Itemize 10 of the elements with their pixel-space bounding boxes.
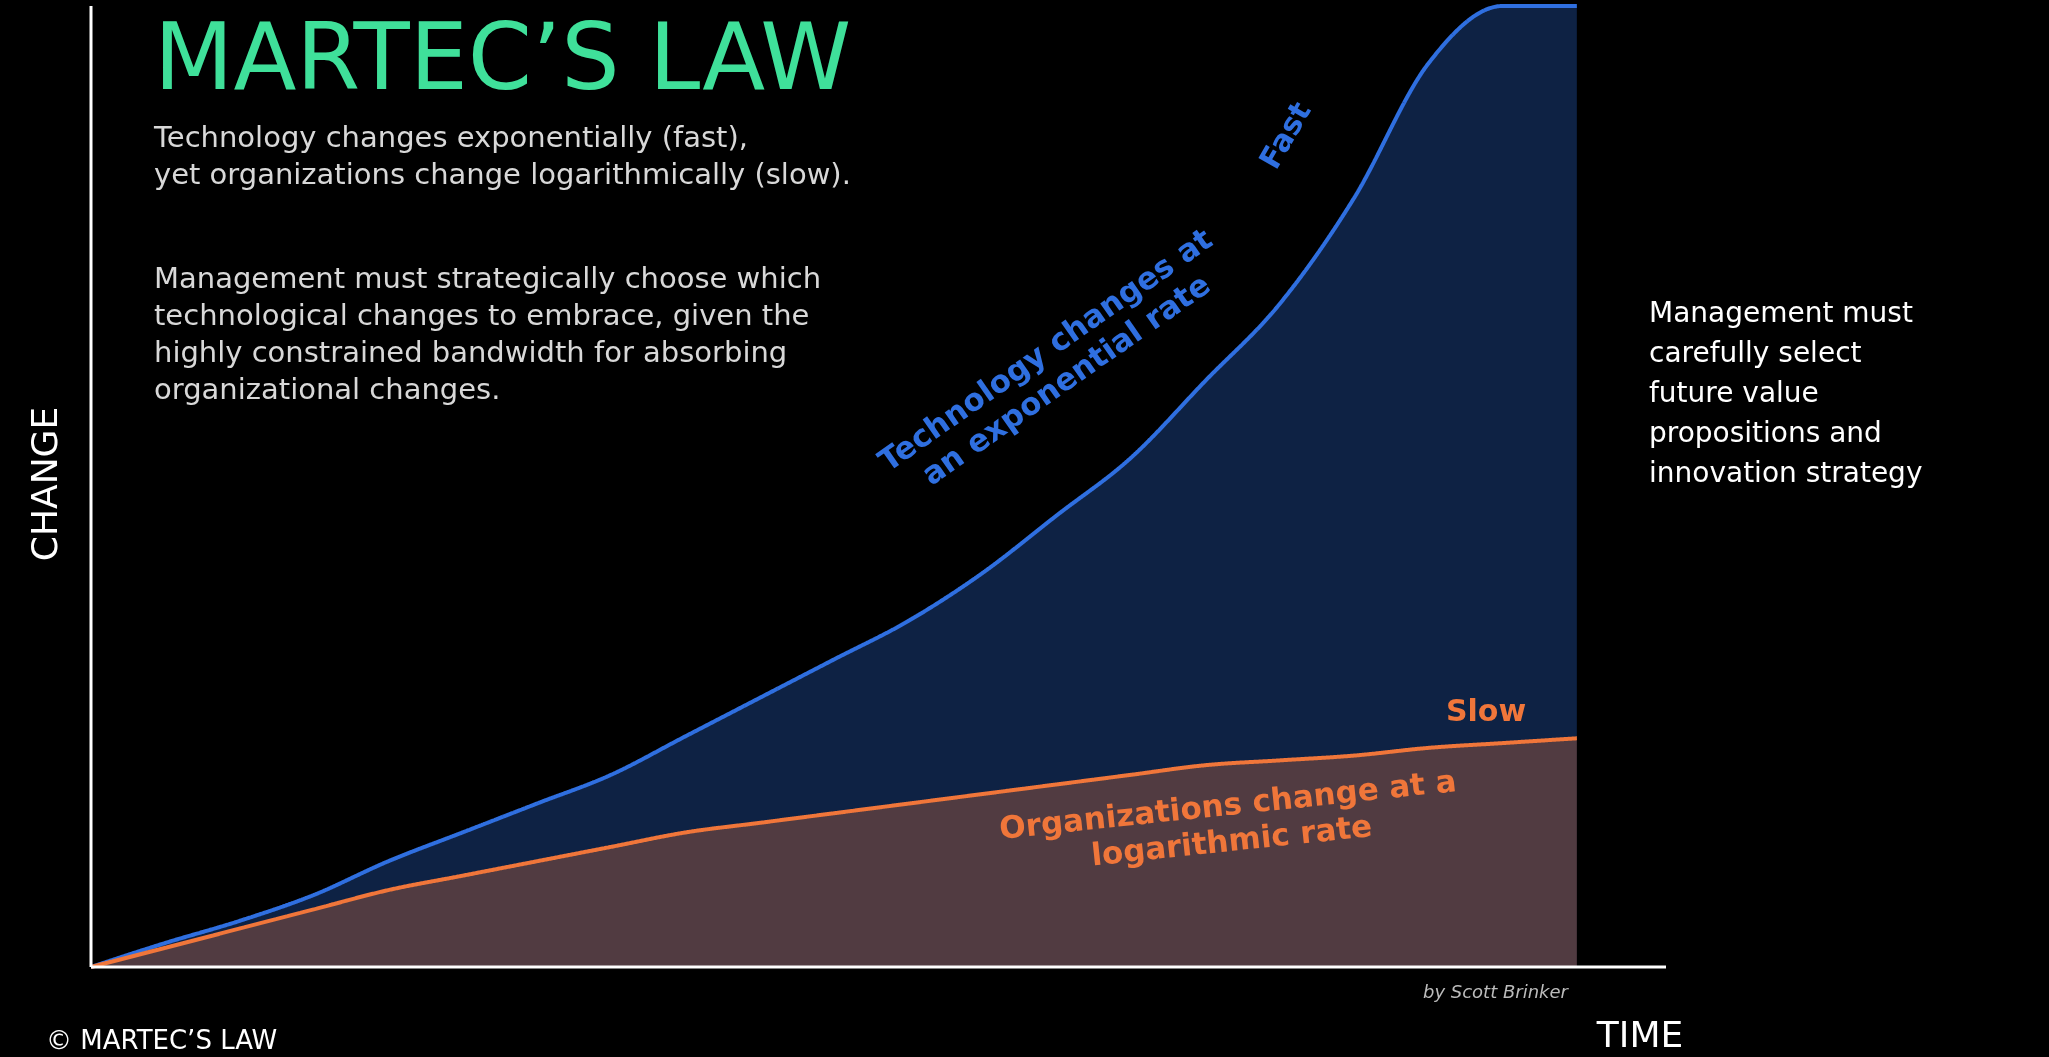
annotation: Management must strategically choose which technological changes to embrace, given the highly constrained bandwidth for absorbing organizational changes. — [154, 261, 822, 406]
annotation: Organizations change at a logarithmic rate — [997, 762, 1459, 873]
annotation: Management must carefully select future value propositions and innovation strategy — [1649, 296, 1923, 489]
text: by Scott Brinker — [1422, 981, 1570, 1002]
y-axis-title: CHANGE — [24, 406, 65, 562]
text: Technology changes exponentially (fast), yet organizations change logarithmically (slow). — [153, 120, 851, 191]
x-axis-title: TIME — [1595, 1014, 1684, 1055]
chart-title: MARTEC’S LAW — [154, 4, 852, 111]
series-label: Slow — [1445, 693, 1527, 728]
text: © MARTEC’S LAW — [46, 1025, 278, 1055]
